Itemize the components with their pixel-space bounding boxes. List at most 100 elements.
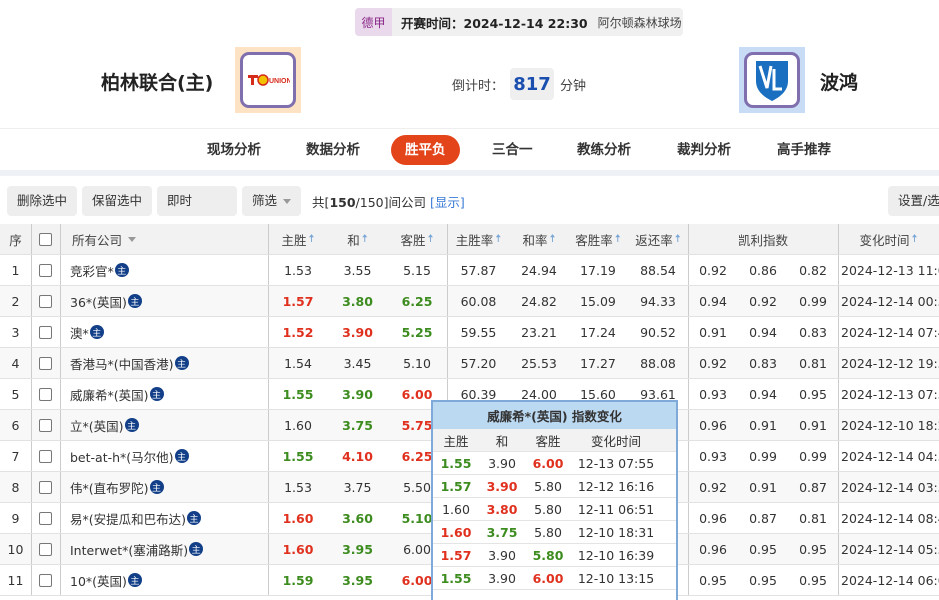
company-filter-header[interactable]: 所有公司 xyxy=(60,224,230,254)
row-checkbox[interactable] xyxy=(31,472,60,502)
company-name[interactable]: 伟*(直布罗陀) 主 xyxy=(60,472,268,502)
row-checkbox[interactable] xyxy=(31,441,60,471)
mode-select[interactable]: 即时 xyxy=(157,186,238,234)
away-team-name[interactable]: 波鸿 xyxy=(820,72,859,94)
away-odds[interactable]: 5.75 xyxy=(401,417,433,433)
draw-odds[interactable]: 3.75 xyxy=(342,417,373,433)
row-checkbox[interactable] xyxy=(31,565,60,595)
company-name[interactable]: 竞彩官* 主 xyxy=(60,255,268,285)
home-odds[interactable]: 1.55 xyxy=(282,386,314,402)
column-divider xyxy=(60,565,61,595)
draw-odds[interactable]: 3.95 xyxy=(342,572,373,588)
table-row[interactable]: 2 36*(英国) 主 1.57 3.80 6.25 60.08 24.82 15.09 94.3… xyxy=(0,286,939,317)
sort-up-icon: 🠅 xyxy=(495,231,502,245)
home-odds[interactable]: 1.53 xyxy=(284,479,312,495)
away-odds[interactable]: 5.10 xyxy=(401,510,433,526)
sort-away[interactable]: 客胜 🠅 xyxy=(387,224,447,254)
row-checkbox[interactable] xyxy=(31,379,60,409)
away-odds[interactable]: 5.10 xyxy=(403,355,431,371)
tab-referee-analysis[interactable]: 裁判分析 xyxy=(677,142,731,158)
company-name[interactable]: 10*(英国) 主 xyxy=(60,565,268,595)
kelly-value: 0.94 xyxy=(699,293,727,309)
away-rate: 17.19 xyxy=(580,262,616,278)
away-odds[interactable]: 6.00 xyxy=(401,572,433,588)
away-odds[interactable]: 5.25 xyxy=(401,324,433,340)
draw-odds[interactable]: 3.80 xyxy=(342,293,373,309)
home-odds[interactable]: 1.53 xyxy=(284,262,312,278)
row-checkbox[interactable] xyxy=(31,255,60,285)
draw-odds[interactable]: 3.75 xyxy=(343,479,372,495)
select-all-checkbox[interactable] xyxy=(31,224,60,254)
draw-odds[interactable]: 3.95 xyxy=(342,541,373,557)
home-odds[interactable]: 1.60 xyxy=(282,510,314,526)
tab-coach-analysis[interactable]: 教练分析 xyxy=(577,142,631,158)
company-name[interactable]: 立*(英国) 主 xyxy=(60,410,268,440)
sort-home[interactable]: 主胜 🠅 xyxy=(268,224,328,254)
away-odds[interactable]: 5.15 xyxy=(403,262,431,278)
settings-button[interactable]: 设置/选 xyxy=(888,186,939,216)
company-name[interactable]: 威廉希*(英国) 主 xyxy=(60,379,268,409)
company-name[interactable]: 易*(安提瓜和巴布达) 主 xyxy=(60,503,268,533)
away-team-logo[interactable] xyxy=(739,47,805,113)
row-checkbox[interactable] xyxy=(31,317,60,347)
sort-away-rate[interactable]: 客胜率 🠅 xyxy=(568,224,628,254)
home-odds[interactable]: 1.52 xyxy=(282,324,314,340)
row-checkbox[interactable] xyxy=(31,534,60,564)
row-checkbox[interactable] xyxy=(31,503,60,533)
home-team-name[interactable]: 柏林联合(主) xyxy=(101,72,214,94)
tab-win-draw-loss[interactable]: 胜平负 xyxy=(391,135,460,165)
away-odds[interactable]: 5.50 xyxy=(403,479,431,495)
table-row[interactable]: 7 bet-at-h*(马尔他) 主 1.55 4.10 6.25 0.93 0.99 0.99… xyxy=(0,441,939,472)
sort-change-time[interactable]: 变化时间 🠅 xyxy=(838,224,939,254)
column-divider xyxy=(447,317,448,347)
tab-expert-picks[interactable]: 高手推荐 xyxy=(777,142,831,158)
sort-up-icon: 🠅 xyxy=(549,231,556,245)
away-odds[interactable]: 6.25 xyxy=(401,448,433,464)
tab-data-analysis[interactable]: 数据分析 xyxy=(306,142,360,158)
tab-three-in-one[interactable]: 三合一 xyxy=(492,142,533,158)
home-odds[interactable]: 1.55 xyxy=(282,448,314,464)
draw-odds[interactable]: 3.45 xyxy=(343,355,372,371)
sort-up-icon: 🠅 xyxy=(674,231,681,245)
league-badge[interactable]: 德甲 xyxy=(355,8,392,36)
change-time: 2024-12-14 06:02 xyxy=(841,572,939,588)
draw-odds[interactable]: 3.55 xyxy=(343,262,372,278)
away-odds[interactable]: 6.25 xyxy=(401,293,433,309)
company-name[interactable]: 36*(英国) 主 xyxy=(60,286,268,316)
company-name[interactable]: Interwet*(塞浦路斯) 主 xyxy=(60,534,268,564)
row-checkbox[interactable] xyxy=(31,410,60,440)
draw-odds[interactable]: 3.60 xyxy=(342,510,373,526)
draw-odds[interactable]: 4.10 xyxy=(342,448,373,464)
row-index: 8 xyxy=(11,479,20,495)
home-odds[interactable]: 1.60 xyxy=(282,541,314,557)
home-odds[interactable]: 1.54 xyxy=(284,355,312,371)
sort-draw-rate[interactable]: 和率 🠅 xyxy=(510,224,568,254)
sort-home-rate[interactable]: 主胜率 🠅 xyxy=(447,224,510,254)
filter-button[interactable]: 筛选 xyxy=(242,186,302,216)
away-odds[interactable]: 6.00 xyxy=(403,541,431,557)
home-odds[interactable]: 1.59 xyxy=(282,572,314,588)
draw-odds[interactable]: 3.90 xyxy=(342,324,373,340)
table-row[interactable]: 3 澳* 主 1.52 3.90 5.25 59.55 23.21 17.24 90.52 0.91… xyxy=(0,317,939,348)
keep-selected-button[interactable]: 保留选中 xyxy=(82,186,153,216)
checkbox-icon xyxy=(39,511,52,525)
away-odds[interactable]: 6.00 xyxy=(401,386,433,402)
sort-return-rate[interactable]: 返还率 🠅 xyxy=(628,224,688,254)
company-name[interactable]: 澳* 主 xyxy=(60,317,268,347)
draw-odds[interactable]: 3.90 xyxy=(342,386,373,402)
home-odds: 1.60 xyxy=(440,524,472,540)
show-link[interactable]: [显示] xyxy=(429,194,465,210)
change-time: 2024-12-13 07:56 xyxy=(841,386,939,402)
company-name[interactable]: bet-at-h*(马尔他) 主 xyxy=(60,441,268,471)
home-odds[interactable]: 1.57 xyxy=(282,293,314,309)
home-odds[interactable]: 1.60 xyxy=(284,417,312,433)
tab-live-analysis[interactable]: 现场分析 xyxy=(207,142,261,158)
table-row[interactable]: 1 竞彩官* 主 1.53 3.55 5.15 57.87 24.94 17.19 88.54 0.… xyxy=(0,255,939,286)
home-team-logo[interactable]: UNION xyxy=(235,47,301,113)
delete-selected-button[interactable]: 删除选中 xyxy=(7,186,78,216)
sort-draw[interactable]: 和 🠅 xyxy=(328,224,387,254)
table-row[interactable]: 4 香港马*(中国香港) 主 1.54 3.45 5.10 57.20 25.53 17.27 8… xyxy=(0,348,939,379)
row-checkbox[interactable] xyxy=(31,348,60,378)
row-checkbox[interactable] xyxy=(31,286,60,316)
company-name[interactable]: 香港马*(中国香港) 主 xyxy=(60,348,268,378)
